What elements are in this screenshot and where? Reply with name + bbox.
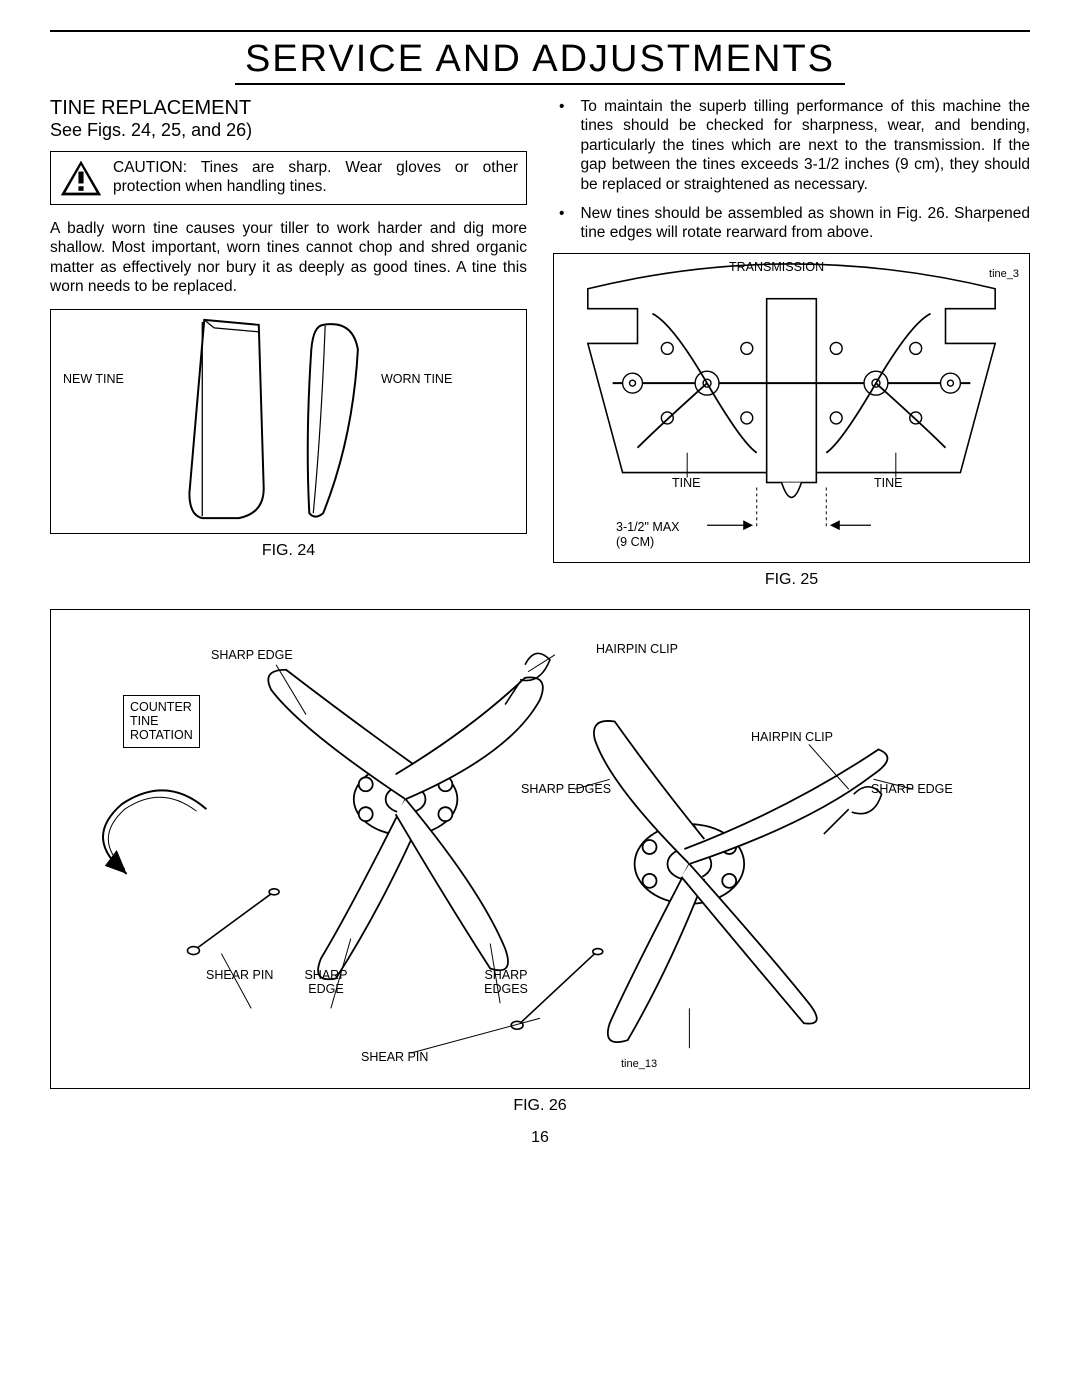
fig26-sharp-edge-bottom-left: SHARPEDGE [296,968,356,996]
section-heading: TINE REPLACEMENT [50,97,527,120]
page-title: SERVICE AND ADJUSTMENTS [235,38,845,85]
title-wrap: SERVICE AND ADJUSTMENTS [50,38,1030,85]
right-column: To maintain the superb tilling performan… [553,97,1030,589]
fig26-ref: tine_13 [621,1058,657,1070]
two-column-layout: TINE REPLACEMENT See Figs. 24, 25, and 2… [50,97,1030,589]
figure-26-box: COUNTER TINE ROTATION SHARP EDGE HAIRPIN… [50,609,1030,1089]
fig26-hairpin-clip-right: HAIRPIN CLIP [751,730,833,744]
fig25-caption: FIG. 25 [553,571,1030,589]
fig26-sharp-edges-bottom: SHARPEDGES [471,968,541,996]
figure-25-box: TRANSMISSION tine_3 TINE TINE 3-1/2" MAX… [553,253,1030,563]
section-subheading: See Figs. 24, 25, and 26) [50,120,527,141]
fig26-hairpin-clip-top: HAIRPIN CLIP [596,642,678,656]
top-rule [50,30,1030,32]
fig25-maxcm-label: (9 CM) [616,535,654,549]
figure-25-illustration [554,254,1029,562]
bullet-text: To maintain the superb tilling performan… [580,97,1030,194]
warning-triangle-icon [59,158,103,198]
right-bullet-list: To maintain the superb tilling performan… [553,97,1030,243]
fig26-sharp-edges-center: SHARP EDGES [521,782,611,796]
fig26-shear-pin-left: SHEAR PIN [206,968,273,982]
caution-box: CAUTION: Tines are sharp. Wear gloves or… [50,151,527,205]
left-column: TINE REPLACEMENT See Figs. 24, 25, and 2… [50,97,527,589]
figure-24-box: NEW TINE WORN TINE [50,309,527,534]
bullet-item: To maintain the superb tilling performan… [553,97,1030,194]
figure-26-illustration [51,610,1029,1088]
fig26-counter-rotation-box: COUNTER TINE ROTATION [123,695,200,748]
fig25-ref: tine_3 [989,268,1019,280]
fig25-max-label: 3-1/2" MAX [616,520,680,534]
fig24-worn-tine-label: WORN TINE [381,372,452,386]
bullet-item: New tines should be assembled as shown i… [553,204,1030,243]
figure-26-wrap: COUNTER TINE ROTATION SHARP EDGE HAIRPIN… [50,609,1030,1115]
fig26-sharp-edge-top-left: SHARP EDGE [211,648,293,662]
fig25-tine-right-label: TINE [874,476,902,490]
fig25-tine-left-label: TINE [672,476,700,490]
bullet-text: New tines should be assembled as shown i… [580,204,1030,243]
fig26-shear-pin-bottom: SHEAR PIN [361,1050,428,1064]
fig26-sharp-edge-right: SHARP EDGE [871,782,953,796]
left-body-text: A badly worn tine causes your tiller to … [50,219,527,297]
rotation-arrow-icon [103,790,206,873]
fig26-caption: FIG. 26 [50,1097,1030,1115]
fig25-transmission-label: TRANSMISSION [729,260,824,274]
page-number: 16 [50,1129,1030,1147]
caution-text: CAUTION: Tines are sharp. Wear gloves or… [113,158,518,197]
fig24-new-tine-label: NEW TINE [63,372,124,386]
figure-24-illustration [51,310,526,533]
fig24-caption: FIG. 24 [50,542,527,560]
